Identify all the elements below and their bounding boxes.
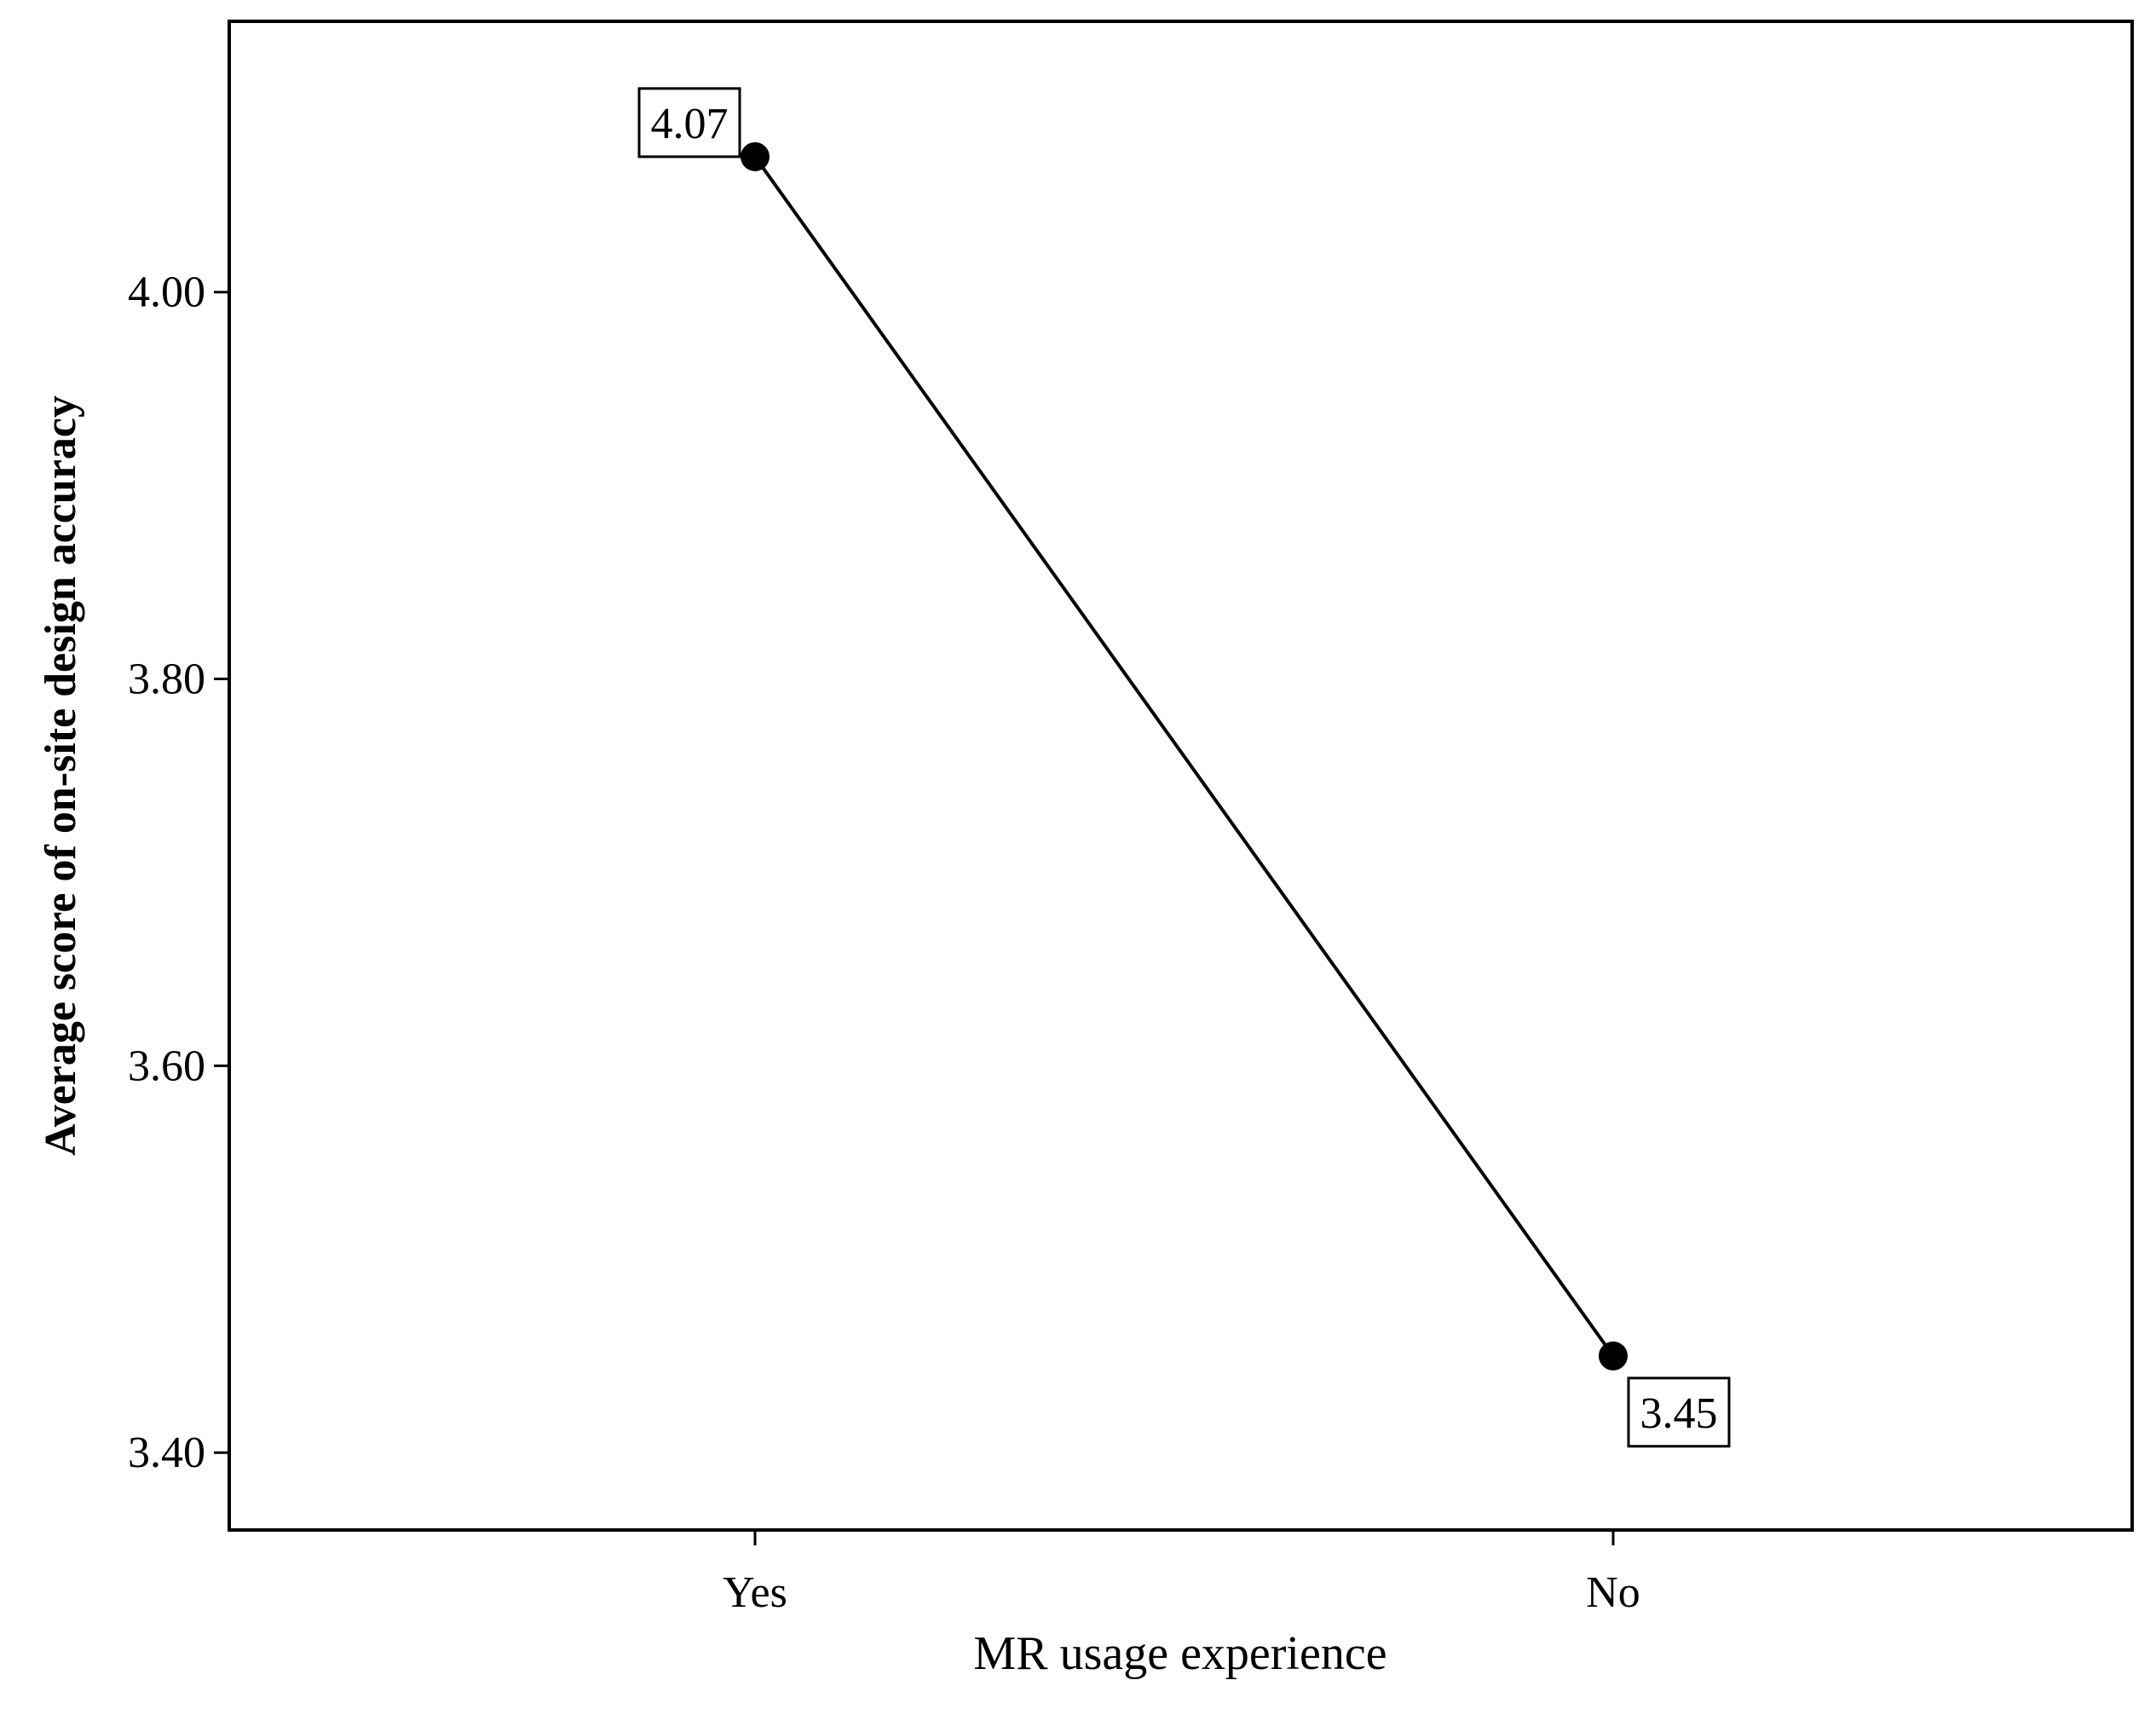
series-line xyxy=(741,141,1628,1371)
data-label-box xyxy=(637,87,741,159)
x-axis: Yes No xyxy=(723,1530,1640,1617)
y-tick-label: 4.00 xyxy=(128,268,205,317)
y-axis: 3.40 3.60 3.80 4.00 xyxy=(128,268,229,1477)
x-axis-title: MR usage experience xyxy=(973,1627,1386,1680)
series-polyline xyxy=(753,155,1615,1357)
x-tick-label: No xyxy=(1586,1568,1640,1617)
data-label: 3.45 xyxy=(1627,1377,1731,1448)
x-tick-label: Yes xyxy=(723,1568,787,1617)
y-tick-label: 3.80 xyxy=(128,655,205,704)
y-tick-label: 3.40 xyxy=(128,1429,205,1477)
data-label: 4.07 xyxy=(637,87,741,159)
plot-frame xyxy=(228,20,2134,1532)
y-axis-title: Average score of on-site design accuracy xyxy=(37,395,85,1156)
data-labels: 4.07 3.45 xyxy=(637,87,1731,1448)
data-label-text: 4.07 xyxy=(651,100,729,148)
data-label-box xyxy=(1627,1377,1731,1448)
y-tick-label: 3.60 xyxy=(128,1042,205,1090)
data-point xyxy=(741,141,770,171)
data-label-text: 3.45 xyxy=(1640,1389,1718,1438)
data-point xyxy=(1599,1341,1628,1371)
